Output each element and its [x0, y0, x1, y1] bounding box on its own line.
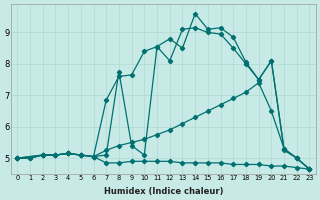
- X-axis label: Humidex (Indice chaleur): Humidex (Indice chaleur): [104, 187, 223, 196]
